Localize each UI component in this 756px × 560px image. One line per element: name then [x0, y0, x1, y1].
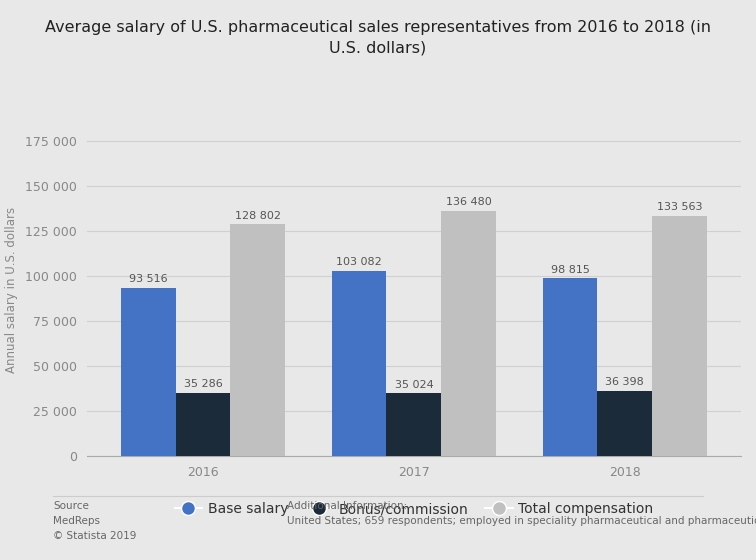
Bar: [597, 391, 652, 456]
Text: 36 398: 36 398: [606, 377, 644, 388]
Legend: Base salary, Bonus/commission, Total compensation: Base salary, Bonus/commission, Total com…: [169, 497, 658, 522]
Text: Source
MedReps
© Statista 2019: Source MedReps © Statista 2019: [53, 501, 136, 541]
Text: 103 082: 103 082: [336, 257, 382, 267]
Bar: [543, 278, 597, 456]
Text: 133 563: 133 563: [657, 202, 702, 212]
Text: Additional Information:
United States; 659 respondents; employed in speciality p: Additional Information: United States; 6…: [287, 501, 756, 526]
Text: 35 024: 35 024: [395, 380, 433, 390]
Bar: [652, 216, 707, 456]
Text: 35 286: 35 286: [184, 379, 222, 389]
Text: Average salary of U.S. pharmaceutical sales representatives from 2016 to 2018 (i: Average salary of U.S. pharmaceutical sa…: [45, 20, 711, 55]
Text: 128 802: 128 802: [235, 211, 280, 221]
Text: 93 516: 93 516: [129, 274, 167, 284]
Bar: [386, 393, 442, 456]
Text: 98 815: 98 815: [550, 265, 590, 275]
Bar: [121, 288, 175, 456]
Bar: [442, 211, 496, 456]
Bar: [231, 225, 285, 456]
Text: 136 480: 136 480: [446, 197, 491, 207]
Bar: [175, 393, 231, 456]
Y-axis label: Annual salary in U.S. dollars: Annual salary in U.S. dollars: [5, 207, 18, 373]
Bar: [332, 270, 386, 456]
